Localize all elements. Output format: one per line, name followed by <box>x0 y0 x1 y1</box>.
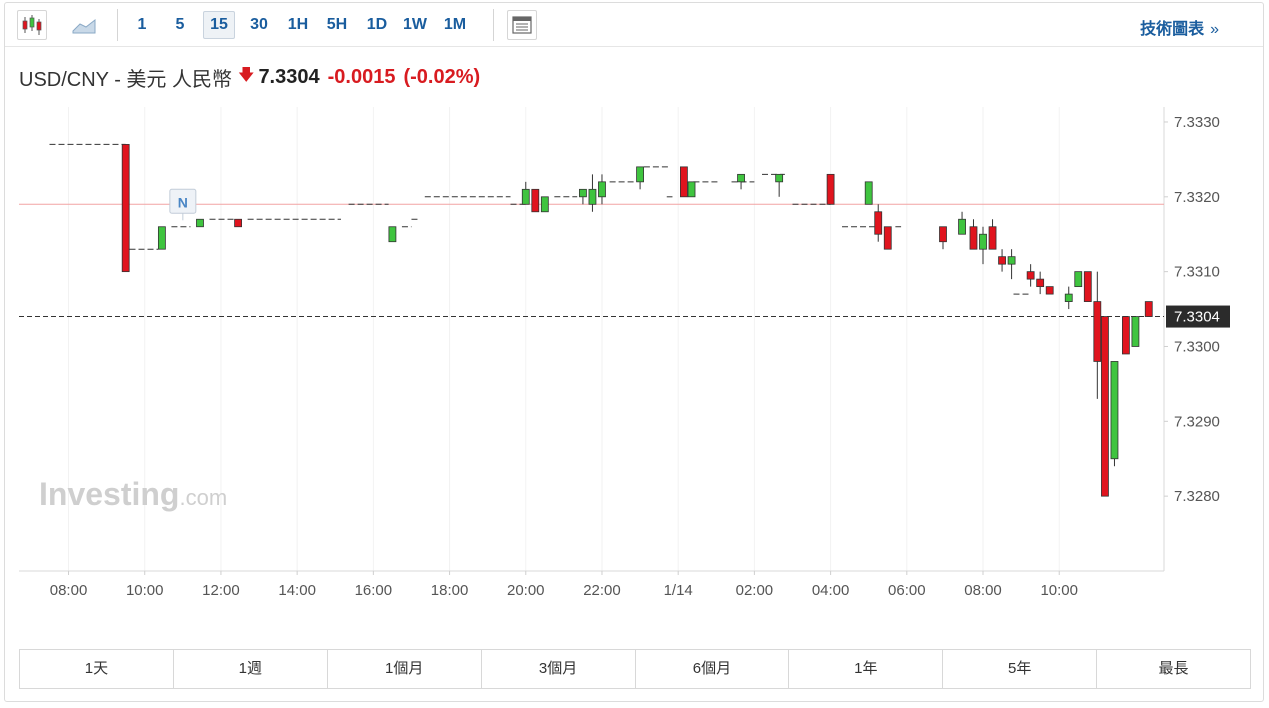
news-panel-icon[interactable] <box>507 10 537 40</box>
y-tick-label: 7.3290 <box>1174 413 1220 430</box>
candle-body <box>588 188 597 205</box>
range-button[interactable]: 1週 <box>174 650 328 688</box>
candle-body <box>531 188 540 213</box>
news-marker-label: N <box>178 194 188 210</box>
technical-chart-link[interactable]: 技術圖表 » <box>1140 15 1219 39</box>
instrument-name: USD/CNY - 美元 人民幣 <box>19 69 232 91</box>
candle-body <box>883 226 892 250</box>
x-tick-label: 04:00 <box>812 582 850 599</box>
candle-body <box>969 226 978 250</box>
candle-body <box>234 218 242 228</box>
timeframe-button-1m[interactable]: 1M <box>443 16 467 33</box>
range-button[interactable]: 1年 <box>789 650 944 688</box>
chart-toolbar: 1 5 15 30 1H 5H 1D 1W 1M 技術圖表» <box>5 3 1263 47</box>
candle-body <box>598 181 606 198</box>
candle-body <box>1121 316 1130 355</box>
timeframe-button-1w[interactable]: 1W <box>403 16 427 33</box>
candle-body <box>680 166 688 198</box>
candle-body <box>998 256 1006 265</box>
timeframe-button-1d[interactable]: 1D <box>366 16 388 33</box>
last-price-badge <box>1166 305 1230 328</box>
range-button[interactable]: 5年 <box>943 650 1098 688</box>
chart-widget: 1 5 15 30 1H 5H 1D 1W 1M 技術圖表» USD/CNY - 美元 人民幣 🡇… <box>4 2 1264 702</box>
candle-body <box>979 233 987 250</box>
candle-body <box>1110 361 1119 460</box>
candle-body <box>1101 316 1109 497</box>
range-button[interactable]: 最長 <box>1158 660 1189 677</box>
range-button[interactable]: 6個月 <box>636 650 790 688</box>
timeframe-button-30[interactable]: 30 <box>250 16 268 33</box>
candle-body <box>874 211 883 235</box>
range-button[interactable]: 1個月 <box>328 650 482 688</box>
candle-body <box>1064 293 1073 302</box>
candle-body <box>1144 301 1153 317</box>
y-tick-label: 7.3310 <box>1174 264 1220 281</box>
candle-body <box>540 196 549 213</box>
timeframe-button-1[interactable]: 1 <box>137 16 147 33</box>
candle-body <box>958 218 966 235</box>
x-tick-label: 10:00 <box>1040 582 1078 599</box>
range-button[interactable]: 3個月 <box>482 650 636 688</box>
candle-body <box>988 226 997 250</box>
y-tick-label: 7.3330 <box>1174 114 1220 131</box>
candle-body <box>1007 256 1016 265</box>
x-tick-label: 08:00 <box>50 582 88 599</box>
candle-body <box>1026 271 1035 280</box>
candle-body <box>775 173 784 183</box>
x-tick-label: 12:00 <box>202 582 240 599</box>
price-change-percent: (-0.02%) <box>403 66 481 88</box>
down-arrow-icon: 🡇 <box>237 67 255 84</box>
candle-body <box>388 226 397 243</box>
y-tick-label: 7.3320 <box>1174 189 1220 206</box>
chevron-right-icon: » <box>1210 21 1219 38</box>
range-button[interactable]: 1天 <box>20 650 174 688</box>
x-tick-label: 14:00 <box>278 582 316 599</box>
toolbar-separator <box>493 9 494 41</box>
candle-body <box>737 173 745 183</box>
area-chart-icon[interactable] <box>71 13 99 37</box>
candle-body <box>196 218 204 228</box>
candle-body <box>521 188 530 205</box>
price-change: -0.0015 <box>327 66 396 88</box>
x-tick-label: 10:00 <box>126 582 164 599</box>
x-tick-label: 20:00 <box>507 582 545 599</box>
last-price-badge-label: 7.3304 <box>1174 309 1220 326</box>
candle-body <box>826 173 835 205</box>
candle-body <box>579 188 587 198</box>
x-tick-label: 08:00 <box>964 582 1002 599</box>
x-tick-label: 02:00 <box>736 582 774 599</box>
quote-header: USD/CNY - 美元 人民幣 🡇 7.3304 -0.0015 (-0.02%) <box>19 63 481 91</box>
timeframe-button-15[interactable]: 15 <box>203 11 235 39</box>
x-tick-label: 06:00 <box>888 582 926 599</box>
x-tick-label: 22:00 <box>583 582 621 599</box>
timeframe-button-1h[interactable]: 1H <box>287 16 309 33</box>
candle-body <box>1074 271 1083 288</box>
candle-body <box>1131 316 1140 347</box>
range-selector: 1天 1週 1個月 3個月 6個月 1年 5年 最長 <box>19 649 1251 689</box>
technical-chart-label: 技術圖表 <box>1140 21 1205 38</box>
timeframe-button-5h[interactable]: 5H <box>326 16 348 33</box>
candle-body <box>1036 278 1045 288</box>
watermark-logo: Investing.com <box>39 476 227 512</box>
candle-body <box>939 226 947 243</box>
price-chart[interactable]: Investing.com N 7.3330 7.3320 7.3310 7.3300 7.… <box>5 3 1263 643</box>
x-tick-label: 18:00 <box>431 582 469 599</box>
toolbar-separator <box>117 9 118 41</box>
candle-body <box>1045 286 1054 295</box>
candle-body <box>1093 301 1102 362</box>
candlestick-icon[interactable] <box>17 10 47 40</box>
y-tick-label: 7.3300 <box>1174 338 1220 355</box>
candle-body <box>1083 271 1092 302</box>
candle-body <box>636 166 644 183</box>
candle-body <box>687 181 696 198</box>
last-price: 7.3304 <box>258 66 320 88</box>
x-tick-label: 16:00 <box>355 582 393 599</box>
x-tick-label: 1/14 <box>664 582 693 599</box>
y-tick-label: 7.3280 <box>1174 488 1220 505</box>
candle-body <box>157 226 166 250</box>
candle-body <box>121 144 130 273</box>
candle-body <box>864 181 873 205</box>
timeframe-button-5[interactable]: 5 <box>175 16 185 33</box>
